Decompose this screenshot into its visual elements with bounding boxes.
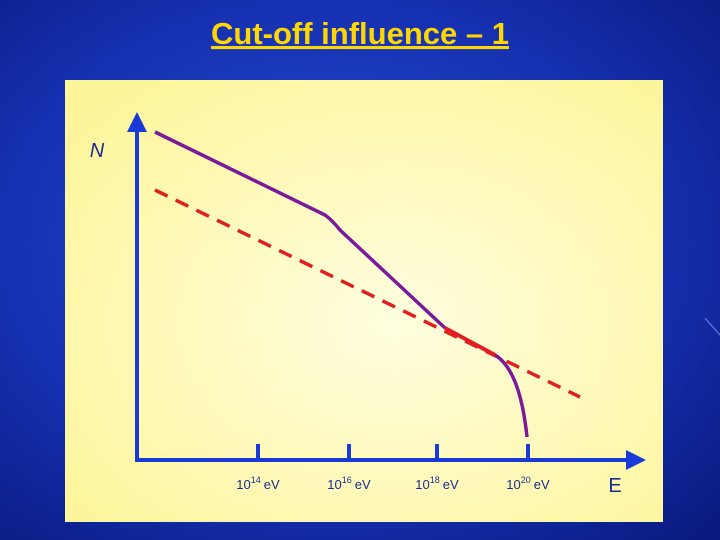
x-ticks: 1014 eV 1016 eV 1018 eV 1020 eV bbox=[236, 444, 550, 492]
tick-base: 10 bbox=[415, 477, 429, 492]
cutoff-curve bbox=[494, 353, 529, 438]
tick-unit: eV bbox=[355, 477, 371, 492]
tick-base: 10 bbox=[327, 477, 341, 492]
dashed-line bbox=[154, 188, 581, 399]
tick-exponent: 20 bbox=[521, 475, 531, 485]
decoration bbox=[704, 317, 720, 336]
tick-unit: eV bbox=[534, 477, 550, 492]
y-axis-label: N bbox=[90, 140, 105, 162]
spectrum-curve bbox=[154, 130, 447, 330]
x-tick-label: 1020 eV bbox=[506, 475, 550, 492]
tick-base: 10 bbox=[236, 477, 250, 492]
tick-exponent: 14 bbox=[251, 475, 261, 485]
tick-unit: eV bbox=[443, 477, 459, 492]
chart-panel bbox=[65, 80, 663, 522]
slide-title: Cut-off influence – 1 bbox=[211, 16, 509, 51]
x-tick-label: 1014 eV bbox=[236, 475, 280, 492]
x-axis-label: E bbox=[608, 475, 621, 497]
overlap-segment bbox=[444, 326, 496, 357]
tick-exponent: 18 bbox=[430, 475, 440, 485]
x-tick-label: 1016 eV bbox=[327, 475, 371, 492]
tick-exponent: 16 bbox=[342, 475, 352, 485]
tick-unit: eV bbox=[264, 477, 280, 492]
x-tick-label: 1018 eV bbox=[415, 475, 459, 492]
tick-base: 10 bbox=[506, 477, 520, 492]
